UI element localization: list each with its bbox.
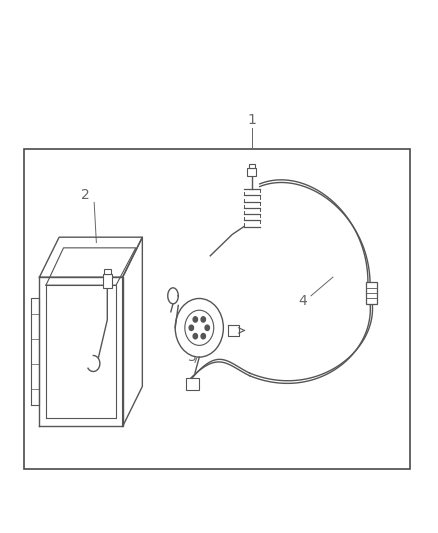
Text: 2: 2 — [81, 188, 90, 201]
Circle shape — [201, 317, 205, 322]
Bar — [104, 269, 111, 274]
Bar — [247, 168, 256, 176]
Text: 3: 3 — [188, 350, 197, 364]
Circle shape — [205, 325, 209, 330]
Circle shape — [189, 325, 194, 330]
Circle shape — [193, 334, 198, 339]
Polygon shape — [168, 288, 178, 304]
Circle shape — [193, 317, 198, 322]
Bar — [24, 149, 410, 469]
Circle shape — [201, 334, 205, 339]
Bar — [186, 378, 199, 390]
Bar — [366, 282, 377, 304]
Bar — [249, 164, 255, 168]
Text: 1: 1 — [247, 113, 256, 127]
Circle shape — [185, 310, 214, 345]
Bar — [103, 274, 112, 288]
Circle shape — [175, 298, 223, 357]
Text: 4: 4 — [298, 294, 307, 308]
